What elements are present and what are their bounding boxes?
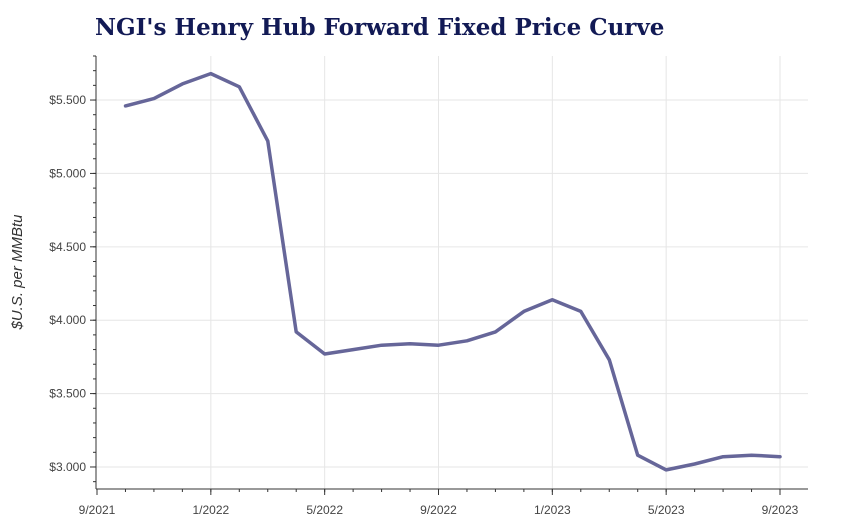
x-tick-label: 9/2021 — [79, 503, 116, 517]
x-tick-label: 5/2023 — [648, 503, 685, 517]
y-tick-label: $4.000 — [49, 313, 86, 327]
y-tick-label: $5.000 — [49, 166, 86, 180]
y-tick-label: $5.500 — [49, 93, 86, 107]
data-point — [494, 330, 497, 334]
x-tick-label: 9/2022 — [420, 503, 457, 517]
x-tick-label: 5/2022 — [306, 503, 343, 517]
data-point — [721, 455, 725, 458]
tick-labels: $3.000 $3.500 $4.000 $4.500 $5.000 $5.500 9/20… — [49, 93, 798, 517]
chart-title: NGI's Henry Hub Forward Fixed Price Curv… — [95, 14, 665, 41]
data-point — [323, 352, 326, 356]
data-point — [778, 455, 782, 458]
data-point — [693, 462, 696, 466]
data-point — [579, 310, 582, 313]
data-point — [351, 348, 355, 351]
y-tick-label: $3.000 — [49, 460, 86, 474]
data-point — [152, 97, 156, 100]
data-point — [750, 454, 753, 457]
data-point — [408, 342, 412, 345]
data-point — [551, 298, 554, 301]
data-point — [664, 468, 668, 472]
y-axis-title: $U.S. per MMBtu — [9, 214, 26, 331]
data-point — [437, 343, 440, 347]
x-tick-label: 1/2022 — [192, 503, 229, 517]
data-point — [522, 310, 526, 313]
data-point — [209, 72, 213, 75]
data-point — [238, 85, 241, 89]
data-point — [124, 104, 127, 108]
series-line — [123, 71, 782, 472]
series-layer — [123, 71, 782, 472]
axes — [90, 55, 808, 495]
data-point — [380, 343, 383, 347]
data-point — [181, 82, 184, 86]
x-tick-label: 9/2023 — [762, 503, 799, 517]
data-point — [266, 139, 269, 143]
grid-lines — [96, 56, 808, 489]
data-point — [465, 339, 469, 342]
y-tick-label: $4.500 — [49, 240, 86, 254]
y-tick-label: $3.500 — [49, 387, 86, 401]
data-point — [608, 358, 611, 362]
data-point — [295, 330, 298, 334]
x-tick-label: 1/2023 — [534, 503, 571, 517]
data-point — [636, 454, 639, 457]
